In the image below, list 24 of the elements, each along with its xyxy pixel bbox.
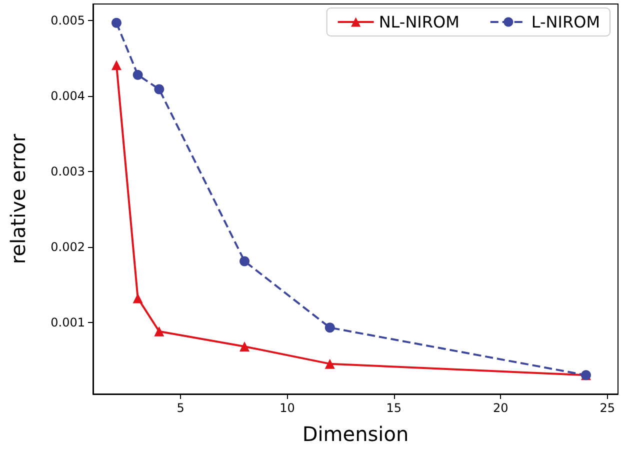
x-axis-title: Dimension — [302, 422, 409, 446]
y-tick-label: 0.002 — [50, 240, 85, 254]
y-tick-label: 0.003 — [50, 164, 85, 178]
point — [154, 84, 164, 94]
x-tick-label: 10 — [280, 401, 295, 415]
y-tick-label: 0.001 — [50, 315, 85, 330]
y-tick-label: 0.005 — [50, 14, 85, 28]
point — [154, 326, 164, 336]
point — [132, 293, 143, 304]
point — [240, 256, 250, 266]
point — [324, 358, 335, 369]
y-axis-title: relative error — [6, 133, 30, 264]
point — [111, 60, 122, 70]
x-tick-label: 5 — [176, 401, 184, 415]
x-tick-label: 25 — [600, 401, 615, 415]
legend-label: L-NIROM — [531, 12, 600, 32]
x-tick-label: 15 — [386, 401, 402, 415]
x-tick-label: 20 — [492, 401, 508, 415]
point — [111, 18, 122, 28]
point — [132, 70, 143, 80]
legend-label: NL-NIROM — [378, 12, 460, 32]
point — [240, 341, 250, 352]
y-tick-label: 0.004 — [50, 89, 85, 104]
point — [324, 322, 335, 333]
